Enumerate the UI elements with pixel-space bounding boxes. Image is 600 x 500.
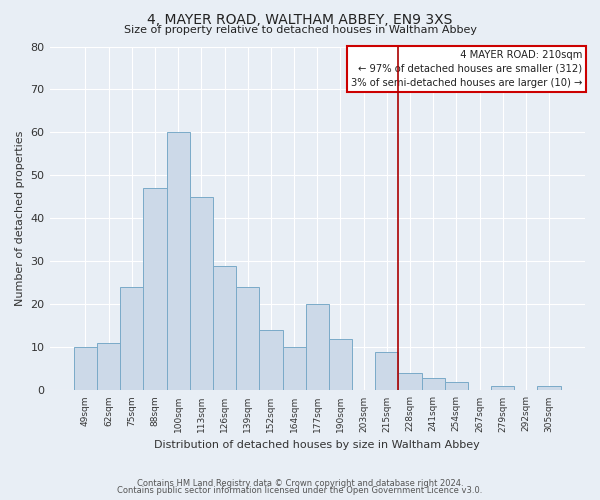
- Bar: [143, 188, 167, 390]
- Bar: [259, 330, 283, 390]
- Text: Size of property relative to detached houses in Waltham Abbey: Size of property relative to detached ho…: [124, 25, 476, 35]
- Bar: [375, 352, 398, 391]
- Bar: [283, 348, 305, 391]
- Bar: [120, 288, 143, 391]
- Bar: [190, 197, 213, 390]
- Bar: [538, 386, 560, 390]
- Bar: [213, 266, 236, 390]
- Y-axis label: Number of detached properties: Number of detached properties: [15, 131, 25, 306]
- Bar: [305, 304, 329, 390]
- Text: 4, MAYER ROAD, WALTHAM ABBEY, EN9 3XS: 4, MAYER ROAD, WALTHAM ABBEY, EN9 3XS: [148, 12, 452, 26]
- Text: Contains public sector information licensed under the Open Government Licence v3: Contains public sector information licen…: [118, 486, 482, 495]
- Bar: [445, 382, 468, 390]
- Bar: [491, 386, 514, 390]
- Text: Contains HM Land Registry data © Crown copyright and database right 2024.: Contains HM Land Registry data © Crown c…: [137, 478, 463, 488]
- Text: 4 MAYER ROAD: 210sqm
← 97% of detached houses are smaller (312)
3% of semi-detac: 4 MAYER ROAD: 210sqm ← 97% of detached h…: [351, 50, 583, 88]
- Bar: [329, 339, 352, 390]
- Bar: [74, 348, 97, 391]
- Bar: [236, 288, 259, 391]
- Bar: [167, 132, 190, 390]
- Bar: [97, 343, 120, 390]
- Bar: [422, 378, 445, 390]
- X-axis label: Distribution of detached houses by size in Waltham Abbey: Distribution of detached houses by size …: [154, 440, 480, 450]
- Bar: [398, 373, 422, 390]
